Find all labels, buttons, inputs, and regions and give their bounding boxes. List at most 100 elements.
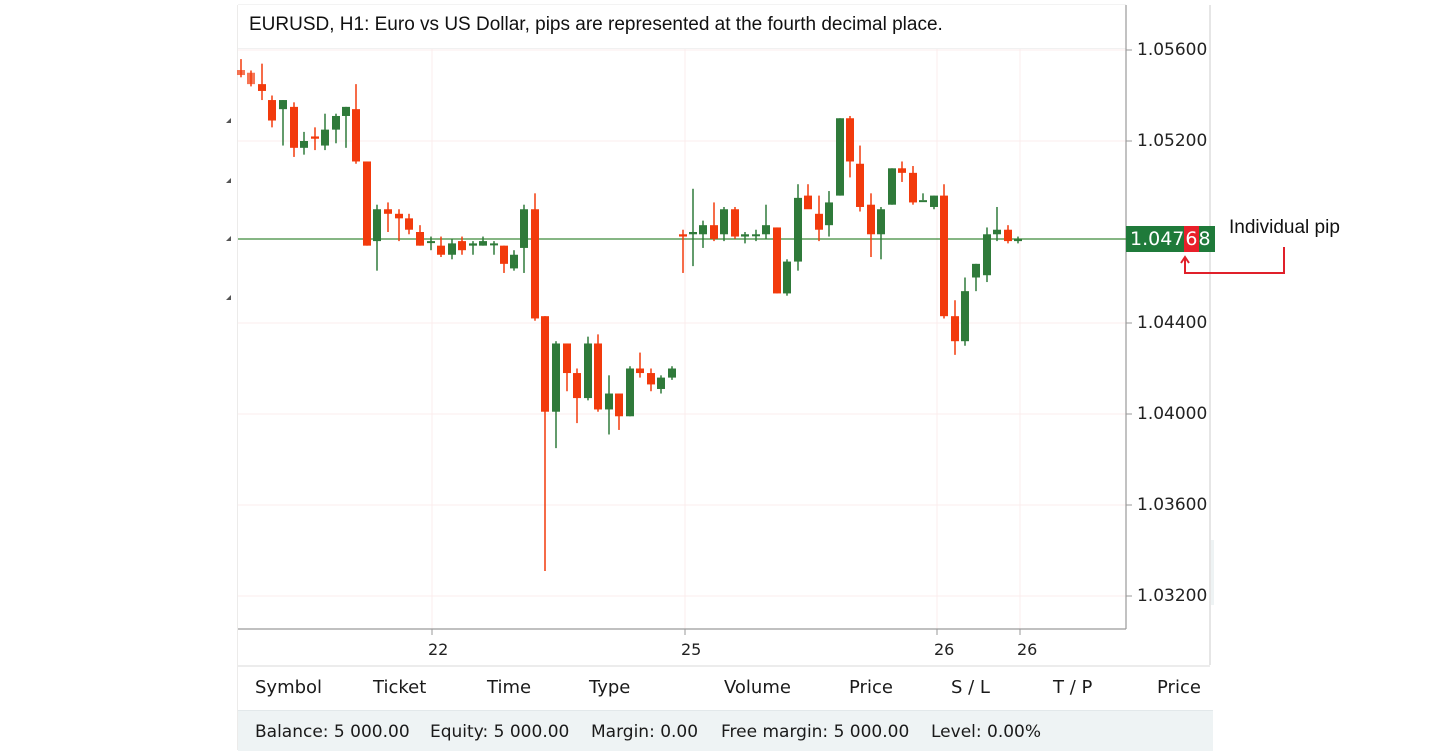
candle — [720, 206, 728, 242]
candle — [247, 70, 255, 87]
column-ticket[interactable]: Ticket — [373, 677, 427, 698]
candle — [531, 193, 539, 321]
candle — [395, 209, 403, 242]
candle — [919, 193, 927, 203]
chart-left-border — [237, 5, 238, 750]
candle — [237, 59, 245, 78]
indicator-marker-icon[interactable] — [226, 118, 231, 123]
candle — [657, 375, 665, 394]
candle — [710, 202, 718, 242]
indicator-marker-icon[interactable] — [226, 178, 231, 183]
column-take-profit[interactable]: T / P — [1053, 677, 1093, 698]
candle — [615, 393, 623, 430]
title-divider — [238, 48, 1126, 49]
column-volume[interactable]: Volume — [724, 677, 791, 698]
candle — [490, 241, 498, 255]
column-current-price[interactable]: Price — [1157, 677, 1201, 698]
candle — [794, 184, 802, 271]
indicator-marker-icon[interactable] — [226, 236, 231, 241]
candle — [427, 236, 435, 251]
chart-right-border — [1209, 5, 1211, 665]
column-symbol[interactable]: Symbol — [255, 677, 323, 698]
y-tick-label: 1.04400 — [1137, 313, 1208, 333]
candle — [689, 188, 697, 267]
candle — [479, 236, 487, 246]
candle — [520, 204, 528, 273]
axes — [238, 5, 1132, 635]
candle — [983, 227, 991, 283]
pip-arrow — [1180, 247, 1285, 274]
candle — [300, 131, 308, 155]
candle — [940, 184, 948, 319]
candle — [679, 229, 687, 273]
candle — [961, 277, 969, 346]
y-tick-label: 1.03200 — [1137, 586, 1208, 606]
pip-annotation: Individual pip — [1229, 217, 1340, 238]
pip-digit: 6 — [1184, 226, 1199, 252]
candle — [856, 145, 864, 212]
price-suffix: 8 — [1198, 228, 1211, 250]
x-tick-label: 25 — [681, 640, 702, 659]
candle — [846, 115, 854, 178]
candle — [647, 368, 655, 392]
column-type[interactable]: Type — [589, 677, 631, 698]
candle — [448, 238, 456, 260]
candle — [321, 113, 329, 151]
margin: Margin: 0.00 — [591, 722, 699, 742]
candle — [626, 366, 634, 417]
candle — [541, 316, 549, 571]
candle — [416, 225, 424, 246]
column-time[interactable]: Time — [487, 677, 532, 698]
candle — [279, 100, 287, 146]
candle — [405, 213, 413, 235]
candle — [268, 95, 276, 128]
candle — [352, 84, 360, 164]
candle — [594, 334, 602, 412]
candle — [500, 245, 508, 273]
candle — [469, 241, 477, 255]
candle — [636, 352, 644, 378]
equity: Equity: 5 000.00 — [430, 722, 570, 742]
indicator-marker-icon[interactable] — [226, 295, 231, 300]
candle — [1014, 236, 1022, 244]
candle — [993, 206, 1001, 242]
candle — [1004, 225, 1012, 244]
candle — [930, 195, 938, 210]
account-summary-bar: Balance: 5 000.00 Equity: 5 000.00 Margi… — [238, 710, 1213, 751]
scroll-track — [1211, 540, 1214, 605]
margin-level: Level: 0.00% — [931, 722, 1042, 742]
candle — [836, 118, 844, 196]
candle — [877, 206, 885, 260]
column-price[interactable]: Price — [849, 677, 893, 698]
candle — [972, 263, 980, 292]
candle — [363, 161, 371, 246]
candle — [888, 168, 896, 205]
candle — [605, 375, 613, 435]
y-tick-label: 1.04000 — [1137, 404, 1208, 424]
balance: Balance: 5 000.00 — [255, 722, 410, 742]
column-stop-loss[interactable]: S / L — [951, 677, 990, 698]
candle — [384, 202, 392, 232]
candle — [584, 336, 592, 401]
price-prefix: 1.047 — [1130, 228, 1185, 250]
free-margin: Free margin: 5 000.00 — [721, 722, 910, 742]
y-tick-label: 1.05600 — [1137, 40, 1208, 60]
candle — [552, 341, 560, 449]
candle — [909, 166, 917, 205]
top-divider — [238, 4, 1126, 5]
candle — [741, 232, 749, 244]
candle — [563, 343, 571, 392]
x-tick-label: 26 — [1017, 640, 1038, 659]
candle — [951, 300, 959, 355]
candle — [867, 193, 875, 258]
candle — [804, 184, 812, 210]
x-tick-label: 26 — [934, 640, 955, 659]
candle — [332, 113, 340, 144]
candle — [290, 102, 298, 157]
grid-lines — [238, 49, 1126, 629]
chart-title: EURUSD, H1: Euro vs US Dollar, pips are … — [249, 14, 943, 35]
candles — [237, 59, 1022, 571]
current-price-tag: 1.047 6 8 — [1126, 226, 1215, 252]
candle — [458, 236, 466, 255]
